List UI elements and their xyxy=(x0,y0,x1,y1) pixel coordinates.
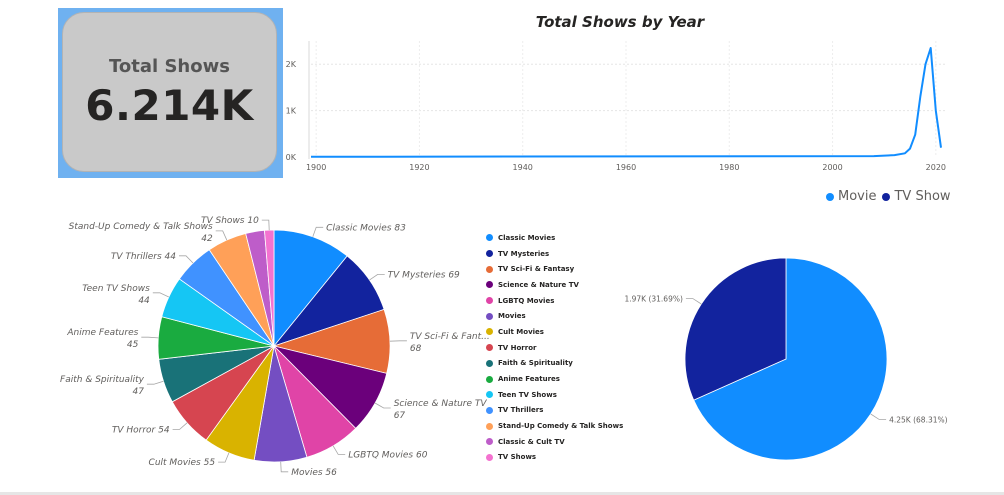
line-series xyxy=(310,47,942,158)
type-legend: Movie TV Show xyxy=(826,189,953,204)
legend-dot xyxy=(486,422,493,430)
legend-dot xyxy=(486,234,493,242)
x-tick-label: 1960 xyxy=(616,163,636,172)
x-tick-label: 2000 xyxy=(822,163,842,172)
legend-item[interactable]: Teen TV Shows xyxy=(486,387,636,403)
bottom-divider xyxy=(0,492,1004,495)
card-value: 6.214K xyxy=(85,81,254,130)
legend-dot xyxy=(486,265,493,273)
legend-item[interactable]: Cult Movies xyxy=(486,324,636,340)
x-tick-label: 1900 xyxy=(306,163,326,172)
legend-item[interactable]: LGBTQ Movies xyxy=(486,293,636,309)
legend-label: TV Horror xyxy=(498,343,537,352)
legend-item[interactable]: Anime Features xyxy=(486,371,636,387)
legend-label: Classic & Cult TV xyxy=(498,437,565,446)
legend-dot xyxy=(486,453,493,461)
card-body: Total Shows 6.214K xyxy=(62,12,277,172)
legend-label: Teen TV Shows xyxy=(498,390,557,399)
legend-item[interactable]: TV Thrillers xyxy=(486,403,636,419)
legend-dot xyxy=(486,297,493,305)
y-tick-label: 1K xyxy=(286,107,297,116)
type-legend-item[interactable]: Movie xyxy=(826,189,876,204)
legend-item[interactable]: Movies xyxy=(486,308,636,324)
legend-label: Movies xyxy=(498,312,526,321)
legend-label: Science & Nature TV xyxy=(498,280,579,289)
legend-dot xyxy=(486,391,493,399)
legend-label: Classic Movies xyxy=(498,233,556,242)
card-label: Total Shows xyxy=(109,56,230,77)
legend-dot xyxy=(486,312,493,320)
legend-dot xyxy=(826,192,834,201)
x-tick-label: 1980 xyxy=(719,163,739,172)
legend-label: TV Shows xyxy=(498,453,537,462)
x-tick-label: 2020 xyxy=(926,163,946,172)
x-tick-label: 1940 xyxy=(513,163,533,172)
total-shows-card: Total Shows 6.214K xyxy=(58,8,283,178)
legend-item[interactable]: Faith & Spirituality xyxy=(486,356,636,372)
y-tick-label: 0K xyxy=(286,153,297,162)
legend-item[interactable]: TV Shows xyxy=(486,450,636,466)
legend-label: Stand-Up Comedy & Talk Shows xyxy=(498,422,624,431)
legend-label: LGBTQ Movies xyxy=(498,296,555,305)
legend-item[interactable]: Science & Nature TV xyxy=(486,277,636,293)
legend-dot xyxy=(486,438,493,446)
legend-dot xyxy=(486,375,493,383)
y-tick-label: 2K xyxy=(286,60,297,69)
legend-label: Cult Movies xyxy=(498,327,544,336)
legend-item[interactable]: Stand-Up Comedy & Talk Shows xyxy=(486,418,636,434)
legend-item[interactable]: TV Horror xyxy=(486,340,636,356)
legend-dot xyxy=(882,192,891,201)
legend-dot xyxy=(486,281,493,289)
legend-label: TV Sci-Fi & Fantasy xyxy=(498,265,575,274)
legend-dot xyxy=(486,328,493,336)
legend-label: Movie xyxy=(838,189,877,204)
type-legend-item[interactable]: TV Show xyxy=(882,189,951,204)
legend-dot xyxy=(486,406,493,414)
legend-label: Anime Features xyxy=(498,375,560,384)
legend-dot xyxy=(486,344,493,352)
legend-label: TV Mysteries xyxy=(498,249,550,258)
legend-label: TV Thrillers xyxy=(498,406,544,415)
legend-item[interactable]: Classic & Cult TV xyxy=(486,434,636,450)
legend-label: Faith & Spirituality xyxy=(498,359,573,368)
legend-item[interactable]: Classic Movies xyxy=(486,230,636,246)
legend-dot xyxy=(486,250,493,258)
legend-item[interactable]: TV Mysteries xyxy=(486,246,636,262)
legend-label: TV Show xyxy=(894,189,951,204)
legend-dot xyxy=(486,359,493,367)
genre-legend: Classic Movies TV Mysteries TV Sci-Fi & Fa… xyxy=(486,230,636,465)
legend-item[interactable]: TV Sci-Fi & Fantasy xyxy=(486,261,636,277)
line-chart-title: Total Shows by Year xyxy=(535,13,705,31)
x-tick-label: 1920 xyxy=(409,163,429,172)
